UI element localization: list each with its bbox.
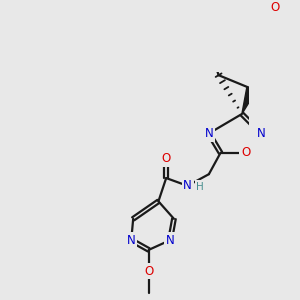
Text: N: N	[257, 127, 266, 140]
Text: O: O	[162, 152, 171, 165]
Polygon shape	[242, 87, 256, 114]
Text: N: N	[166, 234, 174, 247]
Text: O: O	[144, 265, 153, 278]
Text: O: O	[270, 1, 280, 14]
Text: N: N	[127, 234, 136, 247]
Text: H: H	[196, 182, 204, 192]
Text: N: N	[183, 179, 192, 192]
Text: O: O	[241, 146, 250, 159]
Text: N: N	[205, 127, 213, 140]
